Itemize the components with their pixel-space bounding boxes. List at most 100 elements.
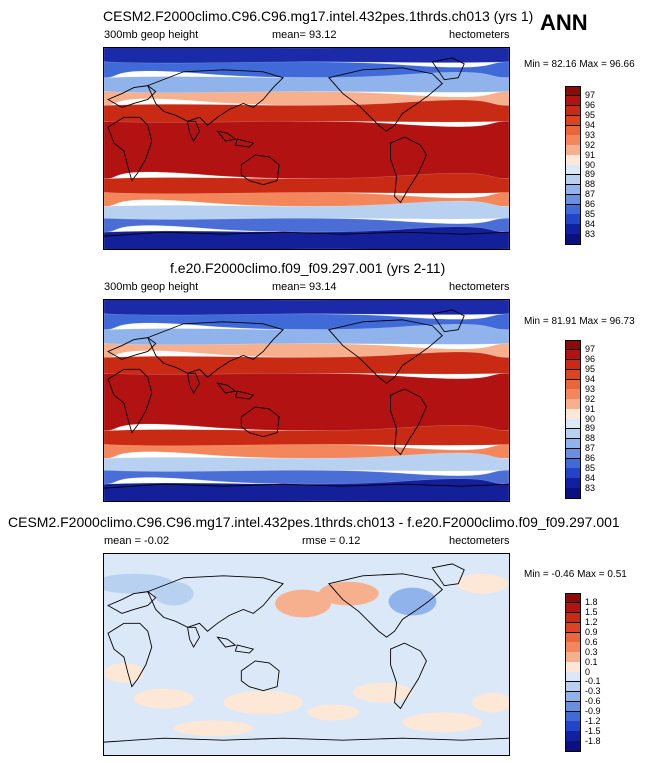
coastline-2 — [147, 69, 284, 126]
panel-3-rmse-label: rmse = 0.12 — [302, 535, 361, 547]
panel-2-units-label: hectometers — [449, 281, 510, 293]
colorbar-swatch — [565, 711, 581, 722]
colorbar-label: 93 — [585, 129, 596, 140]
coastline-2 — [147, 575, 284, 632]
colorbar-swatch — [565, 622, 581, 633]
colorbar-label: 0 — [585, 666, 591, 677]
colorbar-label: 96 — [585, 100, 596, 111]
panel-1-left-label: 300mb geop height — [104, 29, 199, 41]
diff-anomaly-11 — [173, 720, 254, 737]
season-label: ANN — [540, 10, 588, 35]
coastline-9 — [104, 483, 509, 489]
colorbar-swatch — [565, 165, 581, 176]
colorbar-label: 93 — [585, 383, 596, 394]
colorbar-label: 96 — [585, 354, 596, 365]
colorbar-label: 86 — [585, 453, 596, 463]
panel-2-left-label: 300mb geop height — [104, 281, 199, 293]
coastline-1 — [106, 85, 157, 108]
panel-1-mean-label: mean= 93.12 — [272, 29, 337, 41]
contour-band-1 — [104, 313, 509, 330]
colorbar-swatch — [565, 95, 581, 107]
colorbar-label: 90 — [585, 413, 596, 424]
colorbar-swatch — [565, 468, 581, 479]
diff-anomaly-10 — [402, 712, 483, 733]
panel-3-minmax: Min = -0.46 Max = 0.51 — [524, 569, 627, 580]
colorbar-label: 89 — [585, 169, 596, 180]
coastline-6 — [328, 319, 443, 384]
colorbar-swatch — [565, 731, 581, 742]
colorbar-swatch — [565, 86, 581, 97]
colorbar-label: 94 — [585, 120, 596, 130]
coastline-7 — [431, 563, 465, 587]
colorbar-swatch — [565, 478, 581, 489]
colorbar-swatch — [565, 155, 581, 166]
colorbar-swatch — [565, 224, 581, 235]
colorbar-label: -1.8 — [585, 735, 601, 746]
coastline-5 — [240, 660, 280, 692]
panel-3-colorbar: 1.8 1.5 1.2 0.9 0.6 0.3 0.1 0 -0.1 -0.3 -0.6 -0.9 -1… — [565, 593, 625, 752]
colorbar-swatch — [565, 349, 581, 361]
coastline-2 — [147, 321, 284, 378]
colorbar-swatch — [565, 632, 581, 643]
diff-anomaly-6 — [223, 690, 304, 715]
colorbar-label: 1.2 — [585, 617, 598, 628]
coastline-0 — [107, 368, 153, 434]
colorbar-swatch — [565, 409, 581, 420]
colorbar-label: -0.3 — [585, 686, 601, 697]
colorbar-label: 83 — [585, 228, 596, 239]
coastline-9 — [104, 231, 509, 237]
colorbar-label: 86 — [585, 199, 596, 209]
colorbar-swatch — [565, 105, 581, 117]
colorbar-swatch — [565, 691, 581, 703]
colorbar-label: 85 — [585, 462, 596, 473]
colorbar-swatch — [565, 428, 581, 440]
coastline-4 — [216, 636, 255, 654]
colorbar-label: 97 — [585, 90, 596, 101]
colorbar-swatch — [565, 681, 581, 693]
coastline-1 — [106, 337, 157, 360]
colorbar-label: -0.9 — [585, 706, 601, 716]
colorbar-swatch — [565, 115, 581, 126]
colorbar-swatch — [565, 194, 581, 205]
colorbar-label: 0.1 — [585, 656, 598, 667]
panel-3-units-label: hectometers — [449, 535, 510, 547]
coastline-5 — [240, 154, 280, 186]
colorbar-swatch — [565, 340, 581, 351]
colorbar-label: -1.5 — [585, 725, 601, 736]
colorbar-label: 94 — [585, 374, 596, 384]
colorbar-swatch — [565, 721, 581, 732]
colorbar-swatch — [565, 652, 581, 663]
panel-3-mean-label: mean = -0.02 — [104, 535, 170, 547]
panel-2-colorbar: 97 96 95 94 93 92 91 90 89 88 87 86 85 84 83 — [565, 340, 625, 499]
colorbar-label: 87 — [585, 189, 596, 200]
coastline-3 — [187, 372, 201, 394]
diff-anomaly-7 — [352, 682, 413, 703]
coastline-6 — [328, 67, 443, 132]
colorbar-label: 89 — [585, 423, 596, 434]
colorbar-swatch — [565, 662, 581, 673]
colorbar-label: 95 — [585, 110, 596, 121]
colorbar-label: 1.8 — [585, 597, 598, 608]
colorbar-swatch — [565, 399, 581, 410]
coastline-4 — [216, 382, 255, 400]
colorbar-label: 92 — [585, 139, 596, 150]
panel-2-minmax: Min = 81.91 Max = 96.73 — [524, 316, 635, 327]
coastline-8 — [390, 388, 427, 456]
colorbar-swatch — [565, 602, 581, 614]
colorbar-swatch — [565, 419, 581, 430]
colorbar-label: 1.5 — [585, 607, 598, 618]
colorbar-swatch — [565, 642, 581, 653]
diff-anomaly-1 — [153, 581, 194, 606]
coastline-9 — [104, 737, 509, 743]
colorbar-swatch — [565, 389, 581, 400]
colorbar-label: 84 — [585, 218, 596, 229]
colorbar-swatch — [565, 612, 581, 624]
colorbar-label: 0.6 — [585, 636, 598, 647]
colorbar-swatch — [565, 379, 581, 390]
colorbar-swatch — [565, 488, 581, 499]
colorbar-swatch — [565, 135, 581, 146]
colorbar-label: 97 — [585, 344, 596, 355]
diff-anomaly-5 — [456, 573, 509, 594]
diff-anomaly-2 — [275, 589, 331, 618]
coastline-8 — [390, 136, 427, 204]
